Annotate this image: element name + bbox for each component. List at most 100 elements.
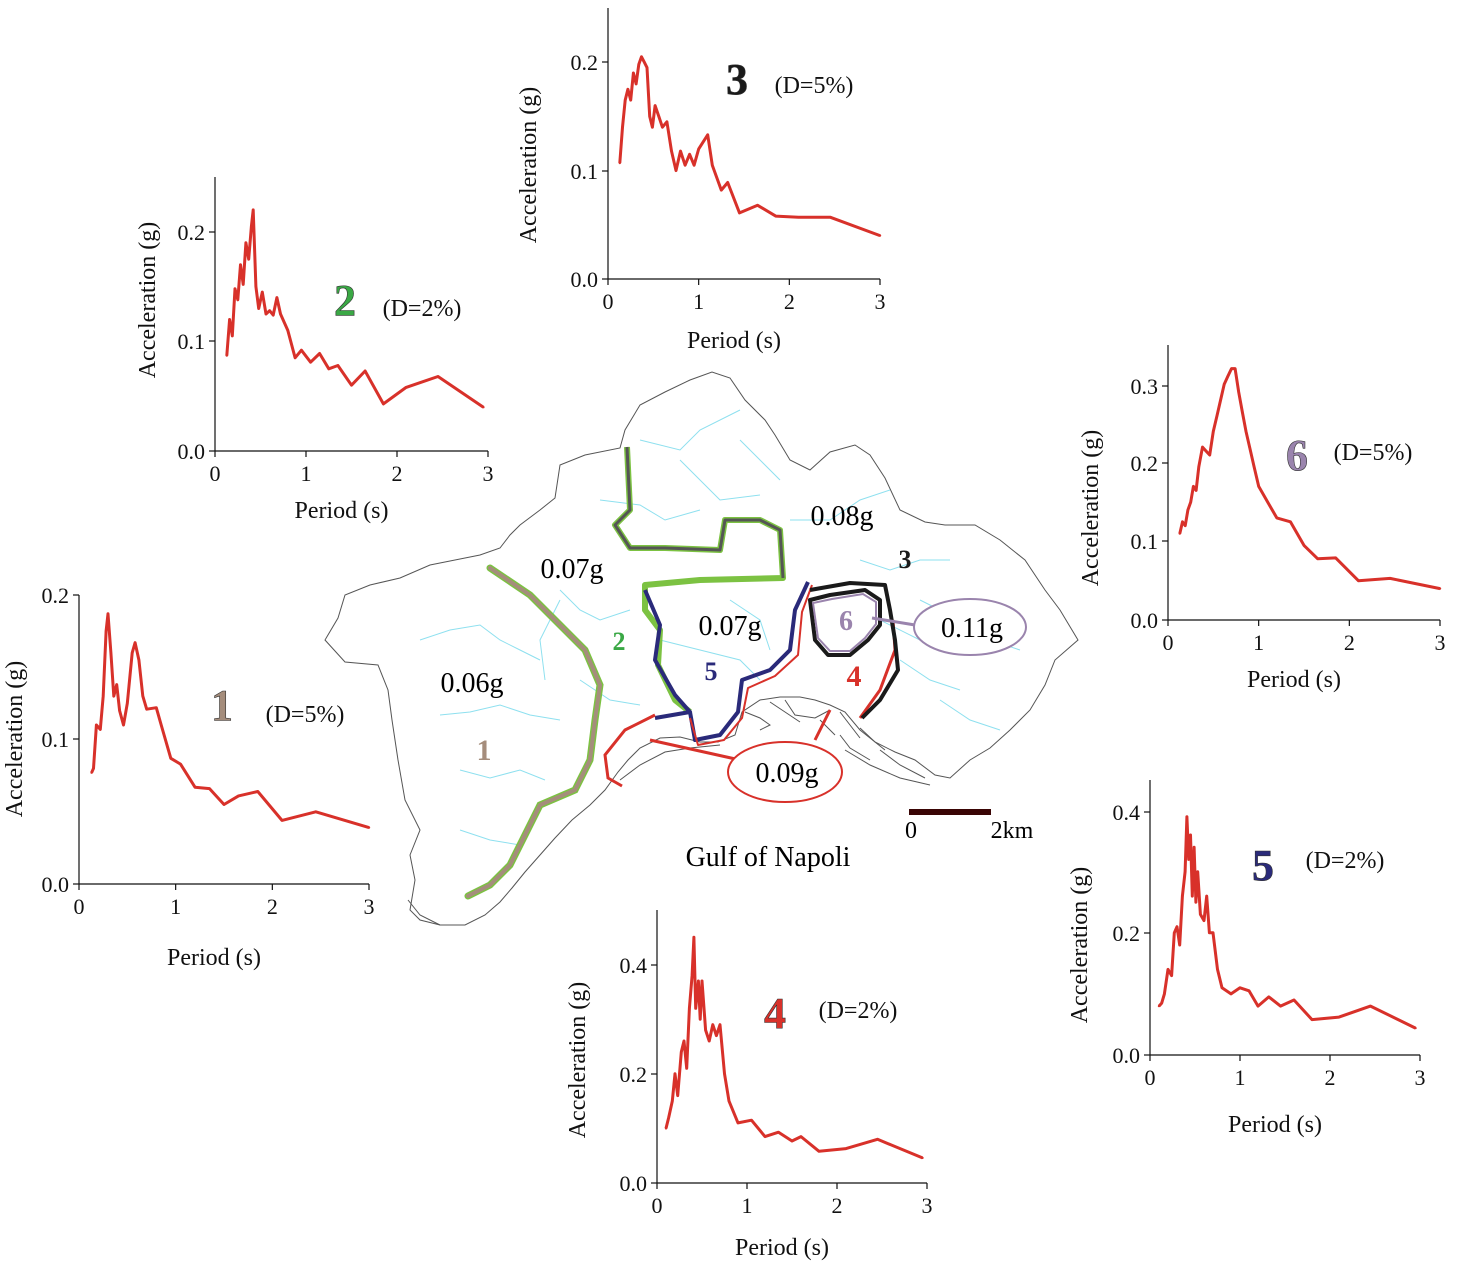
spectrum-point [250,225,253,228]
spectrum-chart-zone-5: 0 1 2 3 0.0 0.2 0.4 Period (s) Acceleration (g) 5… [1067,780,1426,1138]
spectrum-point [231,334,234,338]
spectrum-point [92,767,95,770]
spectrum-point [699,1018,702,1021]
spectrum-point [1175,925,1179,928]
zone-5-boundary-red [689,584,813,746]
spectrum-point [1201,445,1204,449]
zone-6-boundary-purple [811,592,877,652]
y-tick-label: 0.4 [1113,800,1141,825]
x-tick-label: 1 [301,461,312,486]
spectrum-point [715,1034,718,1037]
spectrum-point [844,1147,848,1150]
spectrum-point [624,98,627,102]
spectrum-point [244,241,248,244]
x-tick-label: 3 [1435,630,1446,655]
spectrum-point [252,208,255,212]
spectrum-point [106,612,110,615]
spectrum-point [1230,367,1233,370]
spectrum-point [1244,430,1248,433]
spectrum-point [1160,1001,1163,1005]
spectrum-point [1237,390,1240,394]
spectrum-point [685,1067,688,1070]
spectrum-point [1185,815,1189,818]
damping-label: (D=2%) [1306,848,1385,874]
x-tick-label: 1 [170,894,181,919]
spectrum-point [683,164,687,167]
spectrum-point [169,757,172,760]
spectrum-point [279,312,282,316]
spectrum-point [774,214,777,218]
gulf-label: Gulf of Napoli [686,842,851,873]
spectrum-point [268,309,271,312]
x-tick-label: 2 [1325,1065,1336,1090]
spectrum-point [137,658,141,662]
spectrum-point [828,216,832,219]
spectrum-point [688,153,691,156]
napoli-zonation-map: 0.06g 0.07g 0.07g 0.08g 0.09g 0.11g 1 2 … [324,371,1079,926]
x-tick-label: 1 [1235,1065,1246,1090]
spectrum-point [632,71,635,75]
y-tick-label: 0.1 [571,159,599,184]
x-tick-label: 2 [784,289,795,314]
spectrum-series-line [1178,367,1441,591]
chart-zone-number: 6 [1286,431,1308,480]
spectrum-point [640,55,643,58]
spectrum-point [1194,489,1198,492]
y-tick-label: 0.0 [1131,608,1159,633]
spectrum-point [790,1139,794,1143]
spectrum-point [690,974,694,977]
spectrum-point [1183,870,1187,873]
y-tick-label: 0.2 [42,583,70,608]
zone-5-boundary [643,581,810,742]
spectrum-point [664,1127,668,1130]
spectrum-point [102,694,105,698]
spectrum-point [1166,968,1170,971]
spectrum-point [626,88,630,91]
y-tick-label: 0.1 [42,727,70,752]
spectrum-point [708,1039,711,1043]
damping-label: (D=5%) [775,73,854,99]
spectrum-point [706,133,709,136]
spectrum-point [1310,1018,1314,1021]
spectrum-point [1181,894,1184,898]
y-tick-label: 0.0 [571,267,599,292]
zone-4-boundary [603,619,897,788]
spectrum-point [309,361,312,364]
spectrum-point [618,161,621,165]
x-tick-label: 1 [1253,630,1264,655]
spectrum-point [727,1099,731,1103]
spectrum-point [133,641,137,644]
spectrum-point [673,1072,677,1076]
spectrum-point [99,728,102,731]
chart-zone-number: 2 [334,276,356,325]
spectrum-point [314,810,317,813]
spectrum-point [750,1119,753,1122]
spectrum-point [1189,833,1192,837]
x-tick-label: 0 [210,461,221,486]
spectrum-point [1279,1004,1282,1008]
spectrum-point [300,349,303,352]
spectrum-point [682,1039,686,1043]
spectrum-point [436,375,440,378]
spectrum-point [1186,508,1190,512]
spectrum-point [1357,579,1360,582]
spectrum-point [1226,375,1230,378]
spectrum-point [1266,500,1269,504]
y-tick-label: 0.2 [1131,451,1159,476]
spectrum-point [657,115,660,118]
spectrum-point [921,1156,924,1160]
spectrum-point [239,263,242,266]
spectrum-point [629,98,632,102]
spectrum-series-line [225,208,485,409]
spectrum-point [115,683,118,686]
damping-label: (D=5%) [1334,440,1413,466]
chart-zone-number: 3 [726,55,748,104]
spectrum-point [1178,532,1182,535]
y-tick-label: 0.0 [42,872,70,897]
spectrum-point [651,126,654,129]
spectrum-point [797,216,800,219]
x-tick-label: 0 [603,289,614,314]
spectrum-point [692,164,696,167]
spectrum-point [878,234,882,237]
spectrum-point [704,1028,707,1032]
